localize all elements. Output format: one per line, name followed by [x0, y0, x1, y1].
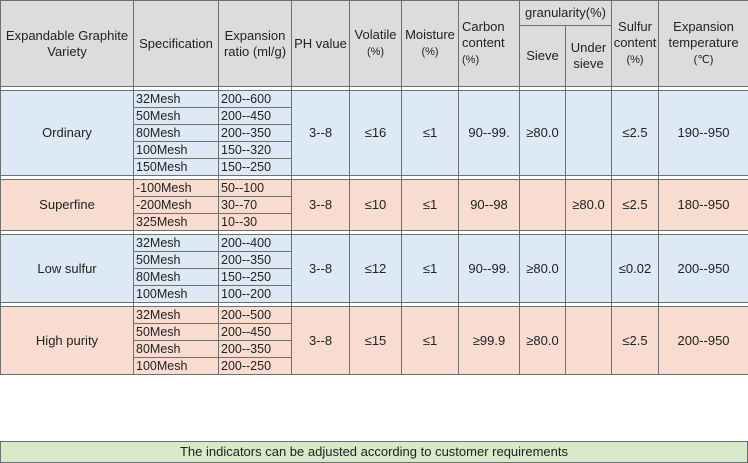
spec-cell: -200Mesh	[134, 197, 219, 214]
spec-cell: 80Mesh	[134, 341, 219, 358]
expansion-temp-value: 190--950	[659, 91, 748, 176]
spec-cell: 32Mesh	[134, 91, 219, 108]
volatile-value: ≤15	[350, 307, 402, 375]
spec-cell: -100Mesh	[134, 180, 219, 197]
ratio-cell: 200--500	[219, 307, 292, 324]
ratio-cell: 200--450	[219, 108, 292, 125]
header-moisture-unit: (%)	[421, 46, 438, 58]
sulfur-value: ≤0.02	[612, 235, 659, 303]
ratio-cell: 200--350	[219, 341, 292, 358]
variety-name: High purity	[1, 307, 134, 375]
carbon-value: ≥99.9	[459, 307, 520, 375]
header-expansion-temp: Expansion temperature (℃)	[659, 1, 748, 87]
carbon-value: 90--98	[459, 180, 520, 231]
expansion-temp-value: 200--950	[659, 235, 748, 303]
spec-cell: 50Mesh	[134, 324, 219, 341]
table-header: Expandable Graphite Variety Specificatio…	[1, 1, 748, 87]
ph-value: 3--8	[292, 235, 350, 303]
ratio-cell: 200--450	[219, 324, 292, 341]
under-sieve-value	[566, 307, 612, 375]
ratio-cell: 150--320	[219, 142, 292, 159]
carbon-value: 90--99.	[459, 91, 520, 176]
ph-value: 3--8	[292, 91, 350, 176]
header-expansion-temp-unit: (℃)	[694, 54, 714, 66]
moisture-value: ≤1	[402, 307, 459, 375]
spec-cell: 100Mesh	[134, 142, 219, 159]
spec-cell: 150Mesh	[134, 159, 219, 176]
moisture-value: ≤1	[402, 180, 459, 231]
ph-value: 3--8	[292, 180, 350, 231]
header-sieve: Sieve	[520, 26, 566, 87]
sulfur-value: ≤2.5	[612, 307, 659, 375]
sieve-value: ≥80.0	[520, 235, 566, 303]
spec-cell: 100Mesh	[134, 286, 219, 303]
ratio-cell: 30--70	[219, 197, 292, 214]
ratio-cell: 50--100	[219, 180, 292, 197]
header-volatile-unit: (%)	[367, 46, 384, 58]
sieve-value	[520, 180, 566, 231]
header-variety: Expandable Graphite Variety	[1, 1, 134, 87]
header-ph: PH value	[292, 1, 350, 87]
spec-cell: 50Mesh	[134, 108, 219, 125]
header-under-sieve: Under sieve	[566, 26, 612, 87]
spec-cell: 100Mesh	[134, 358, 219, 375]
spec-cell: 325Mesh	[134, 214, 219, 231]
header-sulfur-label: Sulfur content	[614, 19, 657, 50]
under-sieve-value: ≥80.0	[566, 180, 612, 231]
sieve-value: ≥80.0	[520, 307, 566, 375]
header-expansion-ratio: Expansion ratio (ml/g)	[219, 1, 292, 87]
spec-cell: 32Mesh	[134, 235, 219, 252]
under-sieve-value	[566, 91, 612, 176]
header-expansion-temp-label: Expansion temperature	[668, 19, 738, 50]
moisture-value: ≤1	[402, 235, 459, 303]
spec-cell: 80Mesh	[134, 269, 219, 286]
header-granularity: granularity(%)	[520, 1, 612, 26]
ph-value: 3--8	[292, 307, 350, 375]
volatile-value: ≤10	[350, 180, 402, 231]
ratio-cell: 200--250	[219, 358, 292, 375]
volatile-value: ≤12	[350, 235, 402, 303]
header-carbon-unit: (%)	[462, 54, 479, 66]
ratio-cell: 200--350	[219, 252, 292, 269]
expansion-temp-value: 180--950	[659, 180, 748, 231]
graphite-spec-table: Expandable Graphite Variety Specificatio…	[0, 0, 748, 375]
header-moisture-label: Moisture	[405, 27, 455, 42]
variety-name: Low sulfur	[1, 235, 134, 303]
variety-name: Superfine	[1, 180, 134, 231]
header-sulfur: Sulfur content (%)	[612, 1, 659, 87]
expansion-temp-value: 200--950	[659, 307, 748, 375]
volatile-value: ≤16	[350, 91, 402, 176]
ratio-cell: 150--250	[219, 269, 292, 286]
variety-name: Ordinary	[1, 91, 134, 176]
spec-cell: 80Mesh	[134, 125, 219, 142]
header-volatile: Volatile (%)	[350, 1, 402, 87]
footer-note: The indicators can be adjusted according…	[0, 441, 748, 463]
header-carbon-label: Carbon content	[462, 19, 505, 50]
ratio-cell: 200--350	[219, 125, 292, 142]
sulfur-value: ≤2.5	[612, 180, 659, 231]
spec-cell: 50Mesh	[134, 252, 219, 269]
moisture-value: ≤1	[402, 91, 459, 176]
ratio-cell: 200--400	[219, 235, 292, 252]
header-sulfur-unit: (%)	[626, 54, 643, 66]
ratio-cell: 100--200	[219, 286, 292, 303]
header-moisture: Moisture (%)	[402, 1, 459, 87]
under-sieve-value	[566, 235, 612, 303]
header-carbon: Carbon content (%)	[459, 1, 520, 87]
header-specification: Specification	[134, 1, 219, 87]
header-volatile-label: Volatile	[355, 27, 397, 42]
ratio-cell: 150--250	[219, 159, 292, 176]
carbon-value: 90--99.	[459, 235, 520, 303]
ratio-cell: 10--30	[219, 214, 292, 231]
sieve-value: ≥80.0	[520, 91, 566, 176]
sulfur-value: ≤2.5	[612, 91, 659, 176]
spec-cell: 32Mesh	[134, 307, 219, 324]
ratio-cell: 200--600	[219, 91, 292, 108]
